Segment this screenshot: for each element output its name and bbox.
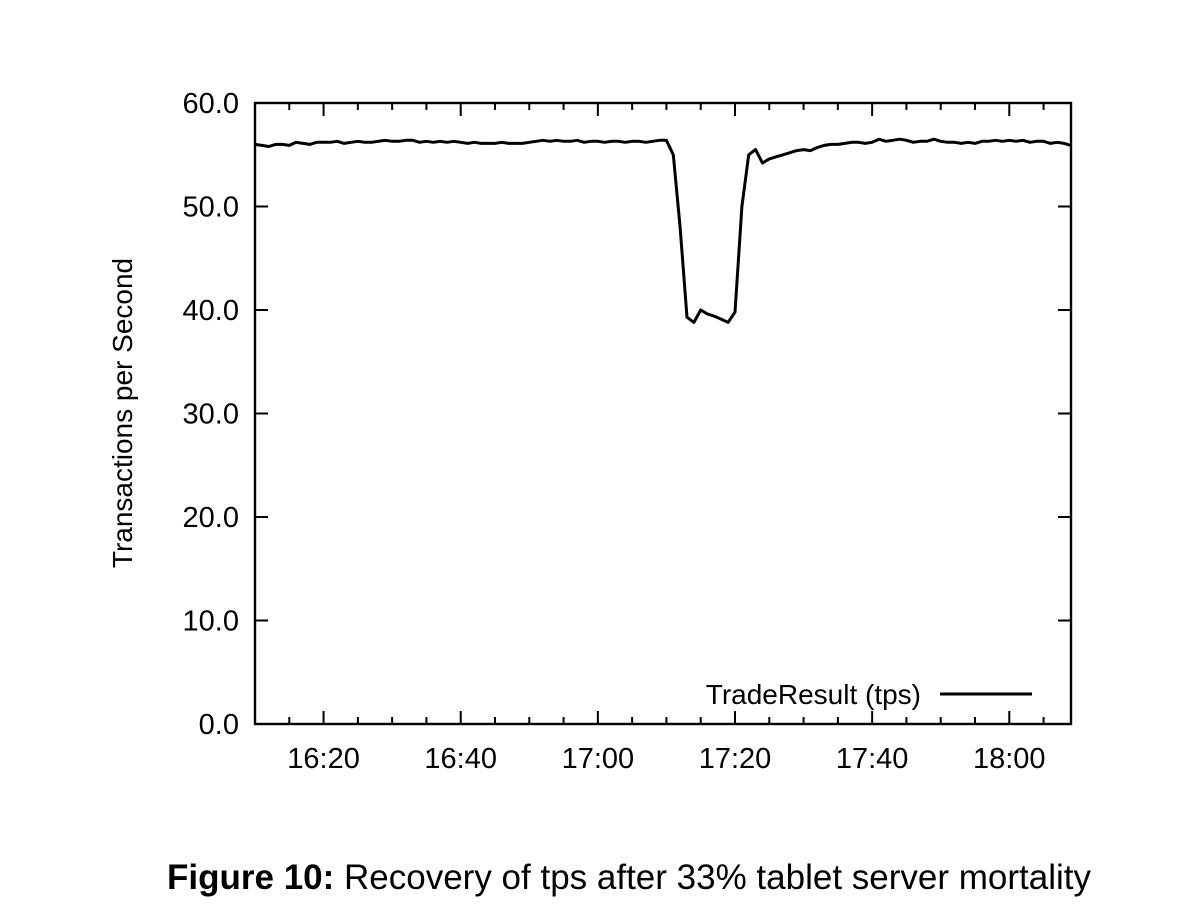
axis-tick-labels: 0.0 10.0 20.0 30.0 40.0 50.0 60.0 16:20 16:40 17:… <box>183 88 1046 775</box>
x-tick-label: 16:20 <box>287 743 360 775</box>
x-tick-label: 17:40 <box>836 743 909 775</box>
y-tick-label: 40.0 <box>183 295 239 327</box>
figure-caption: Figure 10: Recovery of tps after 33% tab… <box>0 858 1194 898</box>
y-tick-label: 20.0 <box>183 502 239 534</box>
caption-text: Recovery of tps after 33% tablet server … <box>334 858 1091 897</box>
plot-frame <box>253 101 1073 726</box>
y-tick-label: 0.0 <box>199 709 239 741</box>
x-tick-label: 18:00 <box>973 743 1046 775</box>
legend-label: TradeResult (tps) <box>706 679 921 710</box>
y-axis-label: Transactions per Second <box>107 258 138 568</box>
legend: TradeResult (tps) <box>706 679 1032 710</box>
tps-chart: 0.0 10.0 20.0 30.0 40.0 50.0 60.0 16:20 16:40 17:… <box>107 88 1073 775</box>
y-tick-label: 60.0 <box>183 88 239 120</box>
y-tick-label: 10.0 <box>183 606 239 638</box>
y-tick-label: 30.0 <box>183 399 239 431</box>
series-line-traderesult <box>254 137 1072 324</box>
y-tick-label: 50.0 <box>183 192 239 224</box>
axis-ticks <box>254 102 1071 725</box>
x-tick-label: 17:00 <box>562 743 635 775</box>
caption-label: Figure 10: <box>167 858 335 897</box>
x-tick-label: 16:40 <box>424 743 497 775</box>
x-tick-label: 17:20 <box>699 743 772 775</box>
